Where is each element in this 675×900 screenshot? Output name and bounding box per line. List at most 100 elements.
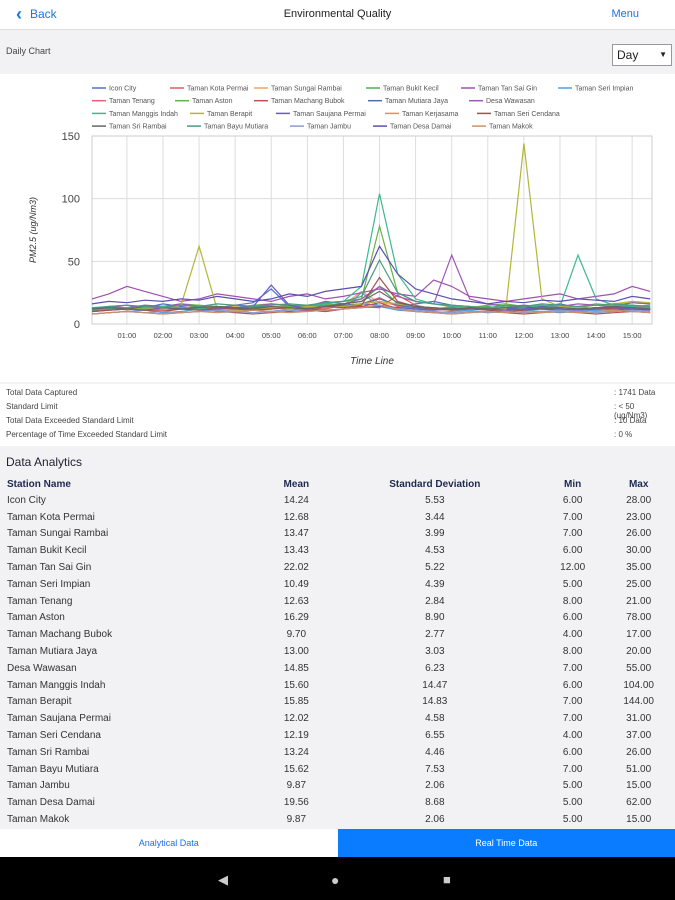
x-tick-label: 07:00 [334,331,353,340]
x-tick-label: 01:00 [117,331,136,340]
column-header: Min [564,478,582,490]
x-tick-label: 12:00 [514,331,533,340]
legend-item[interactable]: Taman Makok [472,124,533,131]
stat-label: Percentage of Time Exceeded Standard Lim… [6,430,167,439]
table-cell: 9.70 [286,629,307,641]
legend-item[interactable]: Desa Wawasan [469,98,535,105]
table-cell: Desa Wawasan [7,662,77,674]
table-cell: 14.47 [422,679,448,691]
chart-panel: Icon City Taman Kota Permai Taman Sungai R… [0,74,675,382]
table-cell: 19.56 [283,797,309,809]
legend-item[interactable]: Taman Desa Damai [373,124,452,131]
table-row: Taman Tenang 12.63 2.84 8.00 21.00 [0,593,675,610]
table-cell: 5.00 [562,780,583,792]
table-cell: Taman Sri Rambai [7,746,90,758]
legend-item[interactable]: Taman Aston [175,98,233,105]
table-cell: 6.00 [562,494,583,506]
table-cell: 5.22 [425,562,445,574]
table-cell: 4.46 [425,746,445,758]
table-cell: 13.00 [283,646,309,658]
stat-row: Total Data Captured : 1741 Data [6,388,668,402]
table-cell: 20.00 [626,646,652,658]
table-row: Taman Sungai Rambai 13.47 3.99 7.00 26.00 [0,526,675,543]
table-row: Taman Saujana Permai 12.02 4.58 7.00 31.00 [0,710,675,727]
table-cell: Taman Jambu [7,780,70,792]
table-cell: Taman Bayu Mutiara [7,763,99,775]
x-tick-label: 02:00 [154,331,173,340]
legend-item[interactable]: Taman Kerjasama [385,111,459,118]
stat-value: : 1741 Data [614,388,656,397]
table-row: Taman Manggis Indah 15.60 14.47 6.00 104.00 [0,677,675,694]
nav-home-icon[interactable]: ● [331,872,340,888]
stat-row: Total Data Exceeded Standard Limit : 10 D… [6,416,668,430]
table-cell: 4.39 [425,578,445,590]
legend-item[interactable]: Icon City [92,86,137,93]
series-line [91,193,651,311]
table-cell: 3.99 [425,528,445,540]
tab-real-time-data[interactable]: Real Time Data [337,829,675,857]
y-tick-label: 150 [62,131,80,143]
analytics-title: Data Analytics [6,455,83,469]
stat-label: Total Data Captured [6,388,78,397]
legend-label: Icon City [109,86,137,93]
x-tick-label: 06:00 [298,331,317,340]
table-cell: 51.00 [626,763,652,775]
table-cell: 6.00 [562,612,583,624]
legend-item[interactable]: Taman Kota Permai [170,86,249,93]
legend-item[interactable]: Taman Bayu Mutiara [187,124,268,131]
table-row: Taman Jambu 9.87 2.06 5.00 15.00 [0,778,675,795]
table-cell: Taman Bukit Kecil [7,545,87,557]
column-header: Mean [283,478,310,490]
legend-label: Desa Wawasan [486,98,535,105]
legend-item[interactable]: Taman Seri Cendana [477,111,560,118]
legend-item[interactable]: Taman Machang Bubok [254,98,345,105]
legend-label: Taman Tenang [109,98,155,105]
legend-item[interactable]: Taman Tan Sai Gin [461,86,537,93]
table-row: Taman Mutiara Jaya 13.00 3.03 8.00 20.00 [0,643,675,660]
legend-label: Taman Tan Sai Gin [478,86,537,93]
table-cell: 12.68 [283,511,309,523]
back-button[interactable]: ‹ Back [16,4,57,24]
table-cell: Taman Manggis Indah [7,679,106,691]
table-cell: Icon City [7,494,46,506]
legend-item[interactable]: Taman Saujana Permai [276,111,366,118]
legend-item[interactable]: Taman Berapit [190,111,252,118]
table-cell: 28.00 [626,494,652,506]
table-cell: Taman Desa Damai [7,797,95,809]
series-line [91,290,651,310]
legend-label: Taman Mutiara Jaya [385,98,448,105]
table-cell: 5.53 [425,494,445,506]
table-cell: 4.00 [562,629,583,641]
table-row: Taman Desa Damai 19.56 8.68 5.00 62.00 [0,794,675,811]
legend-item[interactable]: Taman Tenang [92,98,155,105]
table-row: Icon City 14.24 5.53 6.00 28.00 [0,492,675,509]
table-cell: Taman Kota Permai [7,511,95,523]
table-cell: 7.53 [425,763,445,775]
menu-button[interactable]: Menu [611,8,639,20]
legend-item[interactable]: Taman Manggis Indah [92,111,178,118]
table-cell: 25.00 [626,578,652,590]
legend-item[interactable]: Taman Seri Impian [558,86,633,93]
table-row: Taman Tan Sai Gin 22.02 5.22 12.00 35.00 [0,559,675,576]
legend-item[interactable]: Taman Jambu [290,124,351,131]
x-tick-label: 05:00 [262,331,281,340]
period-select[interactable]: Day ▼ [612,44,672,66]
nav-recents-icon[interactable]: ■ [443,872,451,887]
series-line [91,245,651,305]
table-row: Taman Sri Rambai 13.24 4.46 6.00 26.00 [0,744,675,761]
legend-item[interactable]: Taman Sri Rambai [92,124,167,131]
legend-item[interactable]: Taman Sungai Rambai [254,86,342,93]
stat-row: Percentage of Time Exceeded Standard Lim… [6,430,668,444]
legend-item[interactable]: Taman Mutiara Jaya [368,98,448,105]
table-cell: 3.44 [425,511,445,523]
table-cell: 15.00 [626,814,652,826]
table-cell: 2.06 [425,814,445,826]
table-cell: 14.85 [283,662,309,674]
stat-label: Total Data Exceeded Standard Limit [6,416,134,425]
x-tick-label: 10:00 [442,331,461,340]
legend-item[interactable]: Taman Bukit Kecil [366,86,439,93]
stat-value: : 10 Data [614,416,647,425]
tab-analytical-data[interactable]: Analytical Data [0,829,338,857]
nav-back-icon[interactable]: ◀ [218,872,228,887]
column-header: Station Name [7,478,71,490]
